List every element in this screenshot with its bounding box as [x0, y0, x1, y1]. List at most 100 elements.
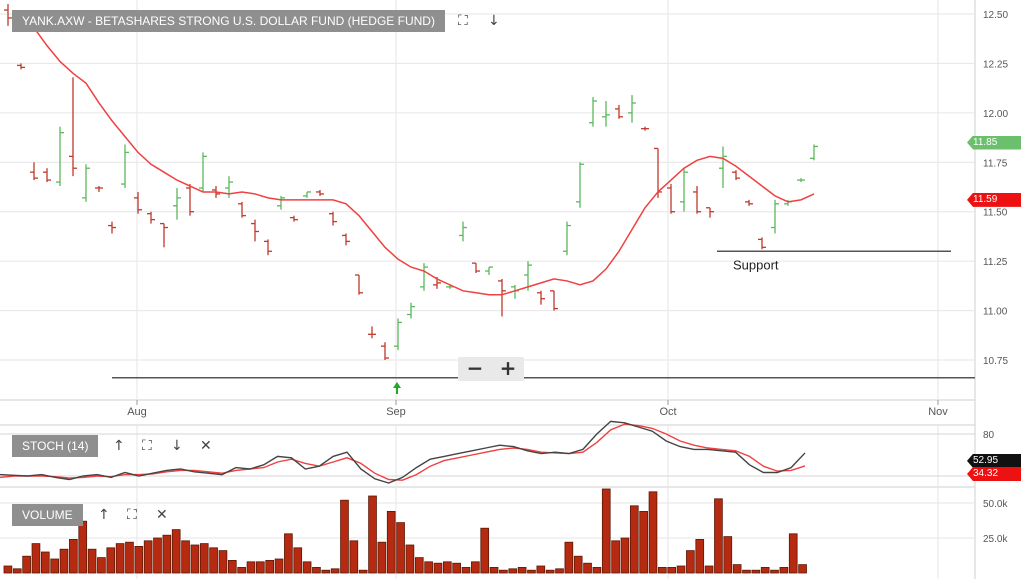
- volume-bar: [386, 510, 396, 574]
- ohlc-bar: [407, 302, 415, 319]
- volume-bar: [545, 569, 555, 574]
- ohlc-bar: [277, 195, 285, 210]
- ohlc-bar: [550, 290, 558, 311]
- volume-bar: [209, 547, 218, 574]
- fullscreen-icon[interactable]: ⛶: [458, 13, 468, 29]
- volume-bar: [78, 520, 88, 574]
- annotations: Support: [112, 250, 975, 394]
- volume-bar: [190, 544, 200, 574]
- close-icon[interactable]: ✕: [156, 507, 168, 523]
- volume-bar: [302, 561, 312, 574]
- ohlc-bar: [641, 126, 649, 131]
- ohlc-bar: [238, 201, 246, 218]
- arrow-up-icon[interactable]: ↑: [98, 507, 110, 523]
- ohlc-bar: [43, 168, 51, 183]
- volume-bar: [770, 569, 779, 574]
- volume-bar: [153, 537, 162, 574]
- ohlc-bar: [394, 318, 402, 351]
- ohlc-bar: [381, 342, 389, 361]
- fullscreen-icon[interactable]: ⛶: [142, 438, 152, 454]
- ohlc-bar: [654, 147, 662, 198]
- volume-bar: [284, 533, 293, 574]
- volume-bar: [536, 565, 546, 574]
- volume-panel-title[interactable]: VOLUME: [12, 504, 83, 526]
- last-close-label: 11.85: [967, 135, 1021, 150]
- volume-bar: [368, 495, 377, 574]
- volume-bar: [592, 567, 602, 574]
- volume-bar: [358, 569, 368, 574]
- volume-bar: [471, 561, 480, 574]
- price-tick-label: 10.75: [983, 356, 1008, 367]
- stoch-panel-title[interactable]: STOCH (14): [12, 435, 99, 457]
- ohlc-bar: [797, 178, 805, 183]
- month-tick-label: Sep: [386, 406, 406, 418]
- ohlc-bar: [771, 199, 779, 234]
- volume-bar: [246, 561, 256, 574]
- volume-bar: [256, 561, 265, 574]
- volume-bar: [50, 558, 59, 574]
- close-icon[interactable]: ✕: [200, 438, 212, 454]
- volume-bar: [648, 491, 658, 574]
- zoom-out-button[interactable]: −: [466, 356, 484, 380]
- ohlc-bar: [498, 278, 506, 317]
- ohlc-bar: [173, 187, 181, 220]
- stoch-d-label: 34.32: [967, 466, 1021, 481]
- ohlc-bar: [472, 262, 480, 274]
- ohlc-bar: [485, 266, 493, 275]
- volume-bar: [59, 548, 69, 574]
- volume-bar: [658, 567, 667, 574]
- price-tick-label: 11.00: [983, 307, 1008, 318]
- volume-bar: [676, 565, 686, 574]
- volume-bar: [396, 522, 405, 574]
- ohlc-bar: [82, 164, 90, 202]
- arrow-down-icon[interactable]: ↓: [488, 13, 500, 29]
- volume-bar: [293, 547, 303, 574]
- ohlc-bar: [290, 215, 298, 222]
- volume-bar: [12, 568, 22, 574]
- volume-bar: [274, 558, 284, 574]
- volume-bar: [321, 569, 331, 574]
- volume-bar: [87, 548, 97, 574]
- volume-bar: [442, 561, 452, 574]
- moving-average-line: [33, 27, 815, 296]
- ohlc-bar: [147, 211, 155, 224]
- ohlc-bar: [17, 63, 25, 70]
- volume-bar: [704, 565, 714, 574]
- volume-bar: [742, 569, 751, 574]
- volume-bar: [181, 540, 190, 574]
- volume-bar: [143, 540, 153, 574]
- ohlc-bar: [329, 211, 337, 226]
- volume-bar: [22, 555, 31, 574]
- ohlc-bar: [680, 168, 688, 212]
- volume-bar: [125, 541, 134, 574]
- ohlc-bar: [459, 221, 467, 242]
- volume-tick-label: 25.0k: [983, 534, 1008, 545]
- price-panel-title[interactable]: YANK.AXW - BETASHARES STRONG U.S. DOLLAR…: [12, 10, 445, 32]
- ohlc-bars: [4, 4, 818, 361]
- buy-arrow-icon: [393, 382, 401, 394]
- volume-bar: [517, 567, 527, 574]
- fullscreen-icon[interactable]: ⛶: [127, 507, 137, 523]
- volume-bar: [723, 536, 733, 574]
- arrow-down-icon[interactable]: ↓: [171, 438, 183, 454]
- volume-bar: [639, 510, 648, 574]
- zoom-in-button[interactable]: +: [499, 356, 517, 380]
- ohlc-bar: [628, 95, 636, 123]
- ohlc-bar: [264, 239, 272, 256]
- volume-bar: [573, 555, 583, 574]
- volume-bar: [583, 562, 592, 574]
- ohlc-bar: [56, 126, 64, 187]
- volume-bar: [732, 564, 742, 574]
- stoch-k-line: [0, 420, 806, 484]
- ohlc-bar: [576, 162, 584, 208]
- month-tick-label: Aug: [127, 406, 147, 418]
- ohlc-bar: [732, 170, 740, 181]
- ohlc-bar: [368, 326, 376, 339]
- ohlc-bar: [719, 146, 727, 188]
- moving-average-label: 11.59: [967, 192, 1021, 207]
- price-tick-label: 11.50: [983, 208, 1008, 219]
- arrow-up-icon[interactable]: ↑: [113, 438, 125, 454]
- ohlc-bar: [589, 97, 597, 127]
- volume-bar: [227, 560, 237, 574]
